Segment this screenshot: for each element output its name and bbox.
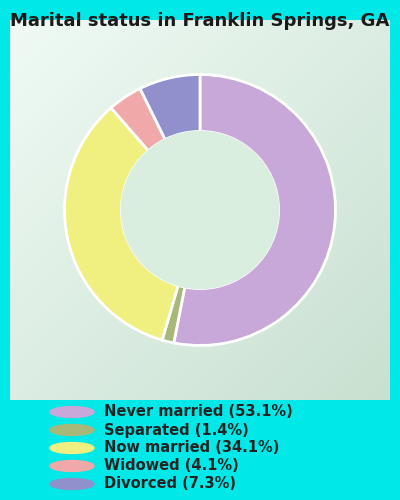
Wedge shape xyxy=(162,286,185,343)
Text: Marital status in Franklin Springs, GA: Marital status in Franklin Springs, GA xyxy=(10,12,390,30)
Wedge shape xyxy=(174,74,336,345)
Text: Divorced (7.3%): Divorced (7.3%) xyxy=(104,476,236,492)
Text: Never married (53.1%): Never married (53.1%) xyxy=(104,404,293,419)
Wedge shape xyxy=(64,108,178,340)
Circle shape xyxy=(122,132,278,288)
Circle shape xyxy=(50,442,94,454)
Wedge shape xyxy=(111,88,165,150)
Circle shape xyxy=(50,460,94,471)
Circle shape xyxy=(50,406,94,418)
Circle shape xyxy=(50,424,94,436)
Circle shape xyxy=(50,478,94,490)
Text: Now married (34.1%): Now married (34.1%) xyxy=(104,440,279,456)
Wedge shape xyxy=(140,74,200,140)
Text: Separated (1.4%): Separated (1.4%) xyxy=(104,422,249,438)
Text: Widowed (4.1%): Widowed (4.1%) xyxy=(104,458,239,473)
